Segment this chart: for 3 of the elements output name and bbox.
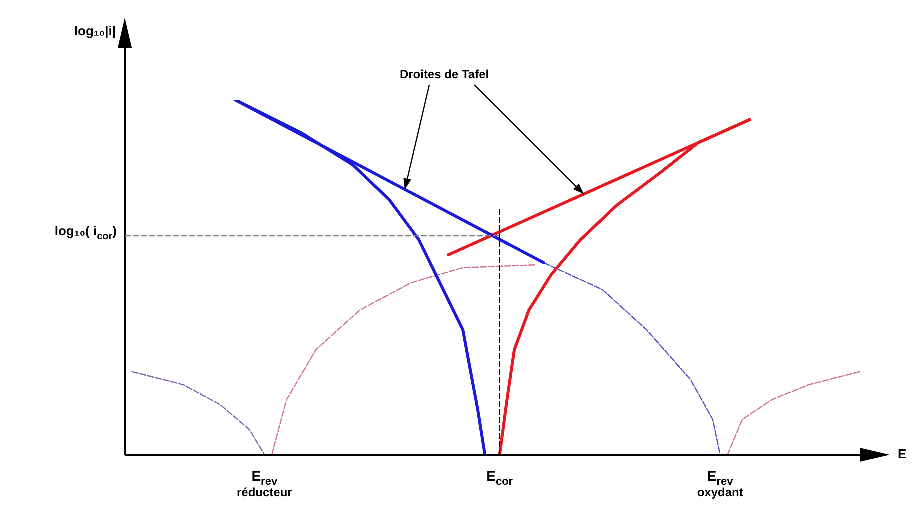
text: Droites de Tafel — [400, 67, 490, 82]
x-axis-title: E — [898, 446, 907, 462]
y-axis-title: log₁₀|i| — [74, 24, 116, 39]
